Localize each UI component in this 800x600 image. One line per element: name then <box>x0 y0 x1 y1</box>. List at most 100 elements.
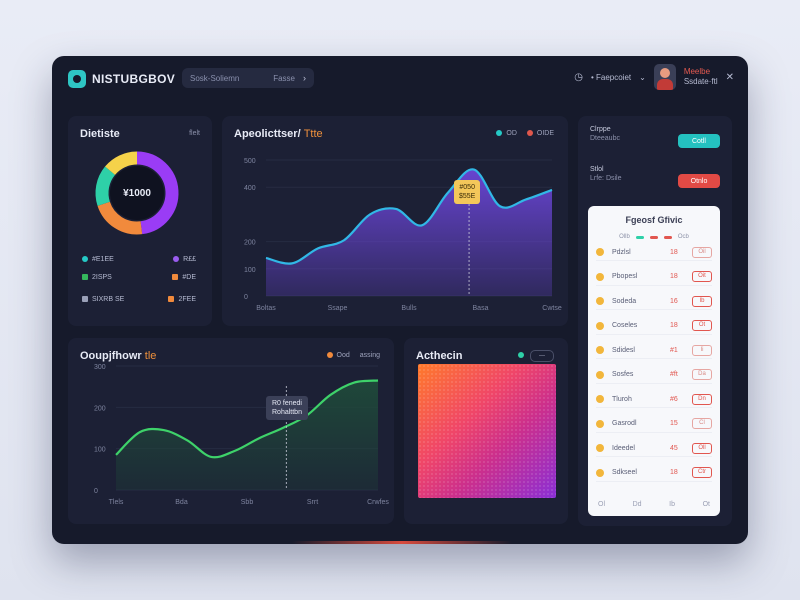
bottom-glow <box>292 541 512 544</box>
area-chart-y-tick: 400 <box>244 185 256 192</box>
area-chart-y-tick: 100 <box>244 267 256 274</box>
donut-chart[interactable]: ¥1000 <box>94 150 180 236</box>
header-right: ◷ • Faepcoiet ⌄ Meelbe Ssdate·ftl ✕ <box>574 64 734 90</box>
coin-icon <box>596 346 604 354</box>
list-item-name: Tluroh <box>612 395 632 403</box>
list-item-value: 15 <box>670 420 678 427</box>
line-chart-title: Ooupjfhowr tle <box>80 350 157 362</box>
list-item-badge[interactable]: Cl <box>692 418 712 429</box>
list-item[interactable]: Pdzlsl 18 Oil <box>596 244 712 261</box>
list-item-badge[interactable]: Dn <box>692 393 712 405</box>
list-footer-item[interactable]: Dd <box>632 501 642 508</box>
list-footer-item[interactable]: Ot <box>702 501 710 508</box>
donut-segment-2[interactable] <box>95 166 116 206</box>
donut-svg <box>95 151 179 235</box>
list-item-badge[interactable]: Oit <box>692 271 712 282</box>
stat-pill-button[interactable]: Otnlo <box>678 174 720 188</box>
donut-segment-3[interactable] <box>105 151 138 176</box>
search-bar[interactable]: Sosk-Soliemn Fasse › <box>182 68 314 88</box>
stat-sublabel: Dteeaubc <box>590 135 620 142</box>
list-item[interactable]: Tluroh #6 Dn <box>596 391 712 408</box>
clock-icon[interactable]: ◷ <box>574 71 583 83</box>
search-arrow-icon[interactable]: › <box>303 73 306 83</box>
legend-item: Ood <box>326 352 350 359</box>
list-item[interactable]: Sdkseel 18 Ctr <box>596 465 712 482</box>
coin-icon <box>596 468 604 477</box>
heatmap-toggle[interactable]: — <box>530 350 554 362</box>
list-item-value: 18 <box>670 248 678 256</box>
area-chart-line[interactable] <box>265 168 553 265</box>
list-item-badge[interactable]: Ot <box>692 320 712 331</box>
line-chart-line[interactable] <box>115 379 379 459</box>
coin-icon <box>596 419 604 428</box>
list-item-value: 16 <box>670 297 678 305</box>
right-panel: Clrppe Dteeaubc Cotll Stlol Lrfe: Dsile … <box>578 116 732 526</box>
app-logo[interactable]: NISTUBGBOV <box>68 70 175 88</box>
line-chart-x-tick: Crwfes <box>367 499 389 506</box>
legend-item: SIXRB SE <box>82 296 124 303</box>
line-chart-y-tick: 300 <box>94 364 106 371</box>
dashboard-window: NISTUBGBOV Sosk-Soliemn Fasse › ◷ • Faep… <box>52 56 748 544</box>
heatmap-grid[interactable] <box>418 364 556 498</box>
stat-pill-button[interactable]: Cotll <box>678 134 720 148</box>
line-chart-svg[interactable]: 0 100 200 300 Tlels Bda Sbb Srrt Crwfes <box>68 338 394 524</box>
list-item-name: Pdzlsl <box>612 248 631 256</box>
area-chart-area <box>266 169 552 296</box>
list-item-value: 18 <box>670 469 678 476</box>
list-item[interactable]: Sosfes #ft Da <box>596 367 712 384</box>
area-chart-y-tick: 500 <box>244 158 256 165</box>
list-item[interactable]: Coseles 18 Ot <box>596 318 712 335</box>
area-chart-x-tick: Bulls <box>401 305 417 312</box>
area-chart-legend: OD OIDE <box>496 130 554 137</box>
list-item-value: #ft <box>670 371 678 378</box>
list-item-value: 45 <box>670 444 678 452</box>
list-footer-item[interactable]: Ib <box>669 501 675 508</box>
list-item-badge[interactable]: Ii <box>692 344 712 356</box>
list-item-badge[interactable]: Ib <box>692 295 712 307</box>
list-item[interactable]: Sdidesl #1 Ii <box>596 342 712 359</box>
area-chart-title: Apeolicttser/ Ttte <box>234 128 323 140</box>
list-item[interactable]: Sodeda 16 Ib <box>596 293 712 310</box>
list-item-name: Sdidesl <box>612 346 635 354</box>
line-chart-x-tick: Srrt <box>307 499 318 506</box>
list-item-value: 18 <box>670 322 678 329</box>
area-chart-svg[interactable]: 0 100 200 400 500 Boltas Ssape Bulls Basa Cwtse <box>222 116 568 326</box>
donut-legend-row-1: #E1EE R££ <box>82 256 196 263</box>
line-chart-x-tick: Tlels <box>109 499 124 506</box>
list-item-badge[interactable]: Oil <box>692 246 712 258</box>
line-chart-x-tick: Bda <box>175 499 188 506</box>
donut-segment-1[interactable] <box>97 201 143 235</box>
list-item[interactable]: Pbopesl 18 Oit <box>596 269 712 286</box>
user-info[interactable]: Meelbe Ssdate·ftl <box>684 67 718 87</box>
list-item-value: 18 <box>670 273 678 280</box>
legend-item: assing <box>359 352 380 359</box>
search-suffix: Fasse <box>273 73 295 83</box>
list-footer-item[interactable]: Ol <box>598 501 605 508</box>
donut-center-value: ¥1000 <box>123 187 151 199</box>
list-item-badge[interactable]: Da <box>692 369 712 380</box>
stat-label: Clrppe <box>590 126 611 133</box>
list-item-badge[interactable]: Ctr <box>692 467 712 478</box>
stat-label: Stlol <box>590 166 604 173</box>
list-item[interactable]: Ideedel 45 Oll <box>596 440 712 457</box>
header-menu[interactable]: • Faepcoiet <box>590 72 632 82</box>
heatmap-status-dot <box>518 352 524 358</box>
chevron-down-icon[interactable]: ⌄ <box>639 72 646 82</box>
line-chart-y-tick: 0 <box>94 488 98 495</box>
app-title: NISTUBGBOV <box>92 72 176 86</box>
heatmap-title: Acthecin <box>416 350 463 362</box>
list-item[interactable]: Gasrodl 15 Cl <box>596 416 712 433</box>
legend-item: #E1EE <box>82 256 114 263</box>
donut-segment-0[interactable] <box>136 151 179 235</box>
legend-item: OD <box>496 130 517 137</box>
coin-icon <box>596 297 604 305</box>
search-input[interactable]: Sosk-Soliemn <box>190 73 240 83</box>
line-chart-x-tick: Sbb <box>241 499 254 506</box>
close-icon[interactable]: ✕ <box>725 71 734 83</box>
heatmap-card: Acthecin — <box>404 338 568 524</box>
area-chart-x-tick: Cwtse <box>542 305 562 312</box>
area-chart-x-tick: Ssape <box>328 305 348 312</box>
donut-card-title: Dietiste <box>80 128 120 140</box>
avatar[interactable] <box>653 64 676 90</box>
list-item-badge[interactable]: Oll <box>692 442 712 454</box>
